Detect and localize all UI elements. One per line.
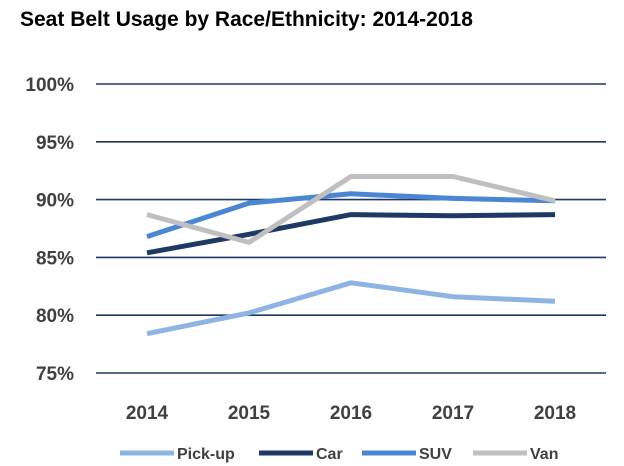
x-tick-label: 2017	[432, 403, 474, 424]
series-line	[146, 174, 556, 245]
series-line	[146, 280, 556, 337]
legend-label: Car	[316, 446, 343, 463]
x-tick-label: 2018	[534, 403, 576, 424]
legend-label: Van	[530, 446, 558, 463]
chart-title: Seat Belt Usage by Race/Ethnicity: 2014-…	[20, 8, 473, 31]
y-tick-label: 95%	[36, 133, 74, 154]
y-tick-label: 90%	[36, 191, 74, 212]
legend-label: Pick-up	[177, 446, 235, 463]
series-line	[146, 191, 556, 239]
y-tick-label: 100%	[25, 75, 74, 96]
legend-label: SUV	[419, 446, 452, 463]
series-line	[146, 212, 556, 256]
x-tick-label: 2015	[228, 403, 271, 424]
y-tick-label: 85%	[36, 248, 74, 269]
x-tick-label: 2016	[330, 403, 372, 424]
y-tick-label: 75%	[36, 364, 74, 385]
x-tick-label: 2014	[126, 403, 169, 424]
y-tick-label: 80%	[36, 306, 74, 327]
